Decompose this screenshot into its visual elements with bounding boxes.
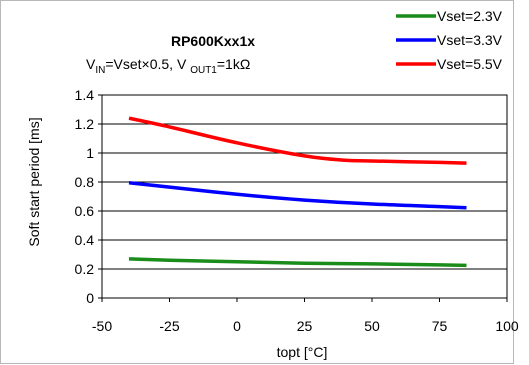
chart-subtitle: VIN=Vset×0.5, V OUT1=1kΩ (86, 56, 250, 76)
grid-lines (102, 123, 507, 270)
x-tick-label: 0 (233, 318, 241, 334)
legend-label: Vset=2.3V (437, 8, 503, 24)
x-tick-label: -25 (159, 318, 179, 334)
y-tick-label: 0.2 (75, 261, 95, 277)
x-tick-label: -50 (92, 318, 112, 334)
x-tick-label: 25 (297, 318, 313, 334)
series-line (128, 180, 467, 210)
x-tick-label: 100 (495, 318, 519, 334)
y-tick-label: 0 (86, 290, 94, 306)
x-tick-label: 75 (432, 318, 448, 334)
subtitle-middle: =Vset×0.5, V (105, 56, 190, 72)
y-tick-label: 1 (86, 145, 94, 161)
legend-label: Vset=3.3V (437, 32, 503, 48)
chart-border (0, 0, 514, 364)
y-tick-labels: 0 0.2 0.4 0.6 0.8 1 1.2 1.4 (75, 87, 102, 306)
y-tick-label: 0.8 (75, 174, 95, 190)
legend-label: Vset=5.5V (437, 56, 503, 72)
y-tick-label: 0.6 (75, 203, 95, 219)
subtitle-out-subscript: OUT1 (190, 65, 217, 76)
series-layer (128, 116, 467, 268)
y-tick-label: 1.2 (75, 116, 95, 132)
subtitle-v: V (86, 56, 96, 72)
x-axis-label: topt [°C] (277, 344, 328, 360)
legend: Vset=2.3V Vset=3.3V Vset=5.5V (396, 8, 503, 72)
subtitle-end: =1kΩ (217, 56, 250, 72)
y-tick-label: 1.4 (75, 87, 95, 103)
chart-title: RP600Kxx1x (171, 33, 255, 49)
x-tick-label: 50 (364, 318, 380, 334)
y-axis-label: Soft start period [ms] (26, 117, 42, 246)
x-tick-labels: -50 -25 0 25 50 75 100 (92, 298, 519, 334)
series-line (128, 257, 467, 268)
y-tick-label: 0.4 (75, 232, 95, 248)
series-line (128, 116, 467, 165)
subtitle-in-subscript: IN (95, 65, 105, 76)
